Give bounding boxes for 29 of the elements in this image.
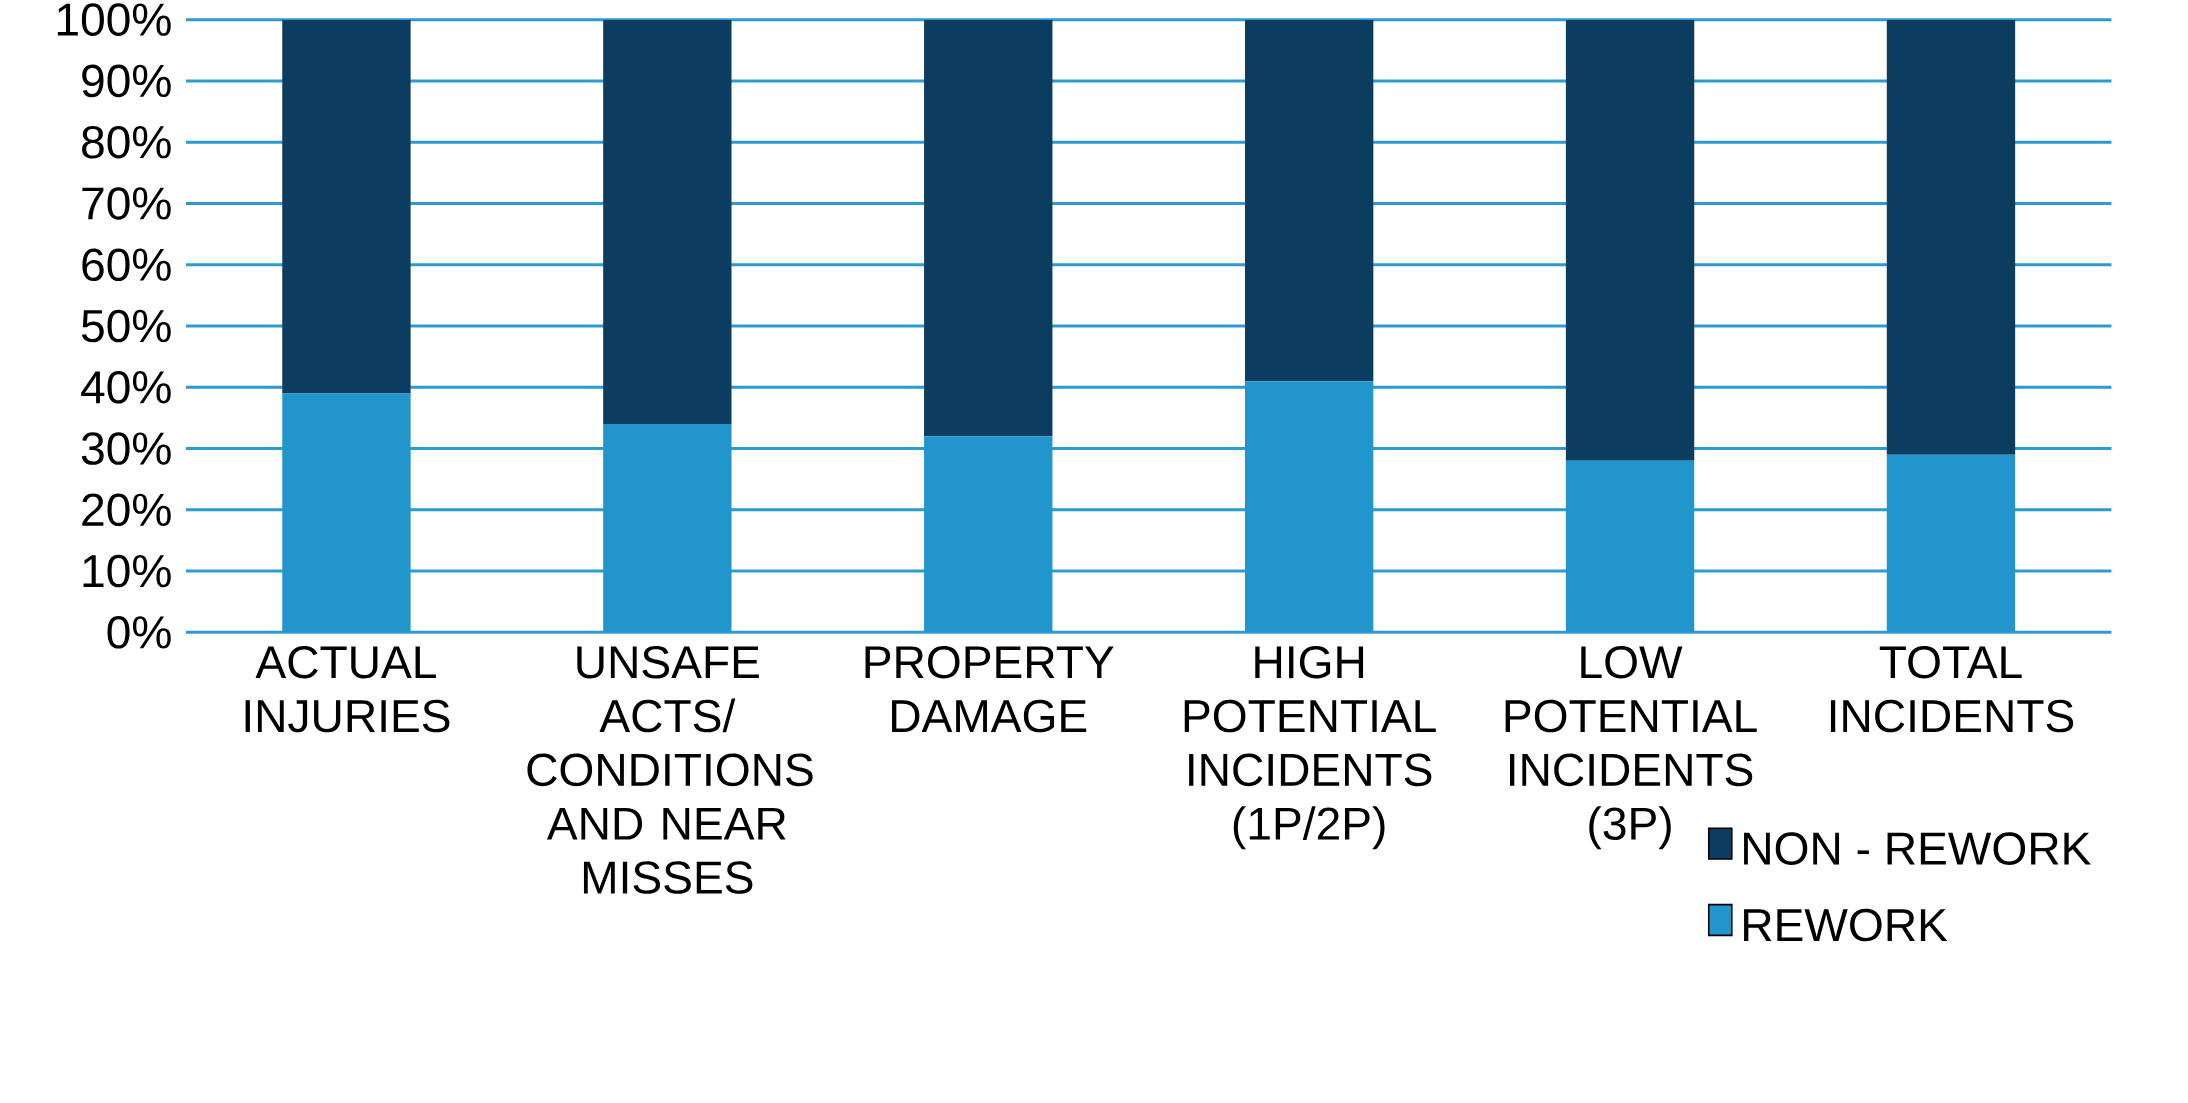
y-tick-label: 30% bbox=[81, 432, 171, 465]
bar bbox=[1565, 19, 1695, 461]
bar bbox=[1244, 19, 1374, 382]
x-tick-label: PROPERTY DAMAGE bbox=[865, 646, 1114, 733]
y-tick-label: 40% bbox=[81, 371, 171, 404]
y-tick-label: 10% bbox=[83, 554, 171, 588]
y-tick-label: 50% bbox=[81, 309, 171, 343]
bar bbox=[282, 393, 411, 633]
x-tick-label: UNSAFE ACTS/ CONDITIONS AND NEAR MISSES bbox=[527, 646, 813, 894]
y-tick-label: 90% bbox=[82, 64, 171, 98]
bar bbox=[603, 424, 732, 633]
x-tick-label: ACTUAL INJURIES bbox=[245, 646, 450, 733]
y-tick-label: 80% bbox=[82, 126, 171, 159]
bar bbox=[282, 19, 411, 394]
y-tick-label: 0% bbox=[107, 616, 171, 649]
x-tick-label: HIGH POTENTIAL INCIDENTS (1P/2P) bbox=[1184, 646, 1436, 850]
bar bbox=[603, 19, 732, 425]
y-tick-label: 100% bbox=[57, 3, 171, 37]
y-tick-label: 70% bbox=[82, 187, 171, 220]
bar bbox=[1886, 454, 2016, 633]
y-tick-label: 60% bbox=[82, 248, 171, 282]
bar bbox=[1565, 460, 1695, 633]
y-tick-label: 20% bbox=[82, 493, 171, 527]
bar bbox=[1244, 381, 1374, 633]
legend-label: REWORK bbox=[1744, 908, 1948, 942]
bar bbox=[924, 436, 1053, 633]
bar bbox=[1886, 19, 2016, 455]
x-tick-label: TOTAL INCIDENTS bbox=[1830, 646, 2074, 733]
bar bbox=[924, 19, 1053, 437]
